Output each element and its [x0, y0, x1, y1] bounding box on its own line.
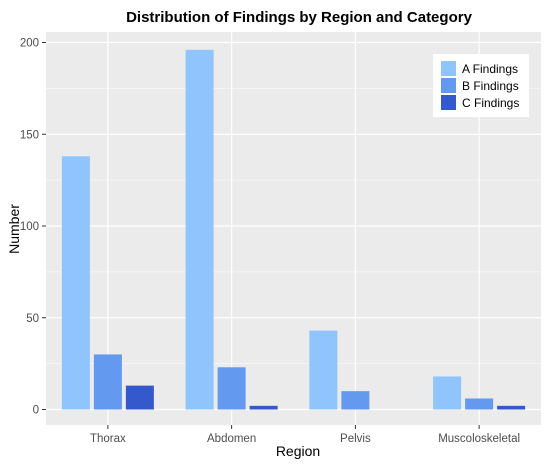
- y-tick-label: 150: [20, 129, 39, 141]
- bars: [61, 49, 526, 410]
- legend-key: [441, 61, 456, 76]
- x-tick-label: Pelvis: [340, 433, 371, 445]
- legend-label: C Findings: [462, 96, 519, 110]
- bar: [125, 385, 154, 410]
- chart-title: Distribution of Findings by Region and C…: [126, 9, 472, 26]
- legend-entries: A Findings B Findings C Findings: [441, 61, 519, 110]
- bar: [309, 330, 338, 410]
- y-tick-label: 100: [20, 221, 39, 233]
- x-tick-label: Thorax: [90, 433, 126, 445]
- x-tick-label: Abdomen: [207, 433, 256, 445]
- y-tick-label: 50: [26, 313, 39, 325]
- legend-key: [441, 95, 456, 110]
- bar: [465, 398, 494, 410]
- bar: [341, 391, 370, 410]
- bar: [185, 49, 214, 410]
- y-tick-label: 200: [20, 38, 39, 50]
- bar: [497, 405, 526, 410]
- bar: [433, 376, 462, 410]
- bar: [61, 156, 90, 410]
- legend-label: A Findings: [462, 62, 518, 76]
- y-axis-ticks: 0 50 100 150 200: [20, 38, 46, 417]
- y-tick-label: 0: [33, 405, 39, 417]
- x-axis-title: Region: [276, 443, 320, 459]
- y-axis-title: Number: [6, 204, 22, 254]
- legend-label: B Findings: [462, 79, 519, 93]
- bar: [217, 367, 246, 410]
- legend: A Findings B Findings C Findings: [433, 54, 529, 117]
- bar: [249, 405, 278, 410]
- x-axis-ticks: Thorax Abdomen Pelvis Muscoloskeletal: [90, 425, 520, 445]
- x-tick-label: Muscoloskeletal: [438, 433, 520, 445]
- legend-key: [441, 78, 456, 93]
- bar: [93, 354, 122, 410]
